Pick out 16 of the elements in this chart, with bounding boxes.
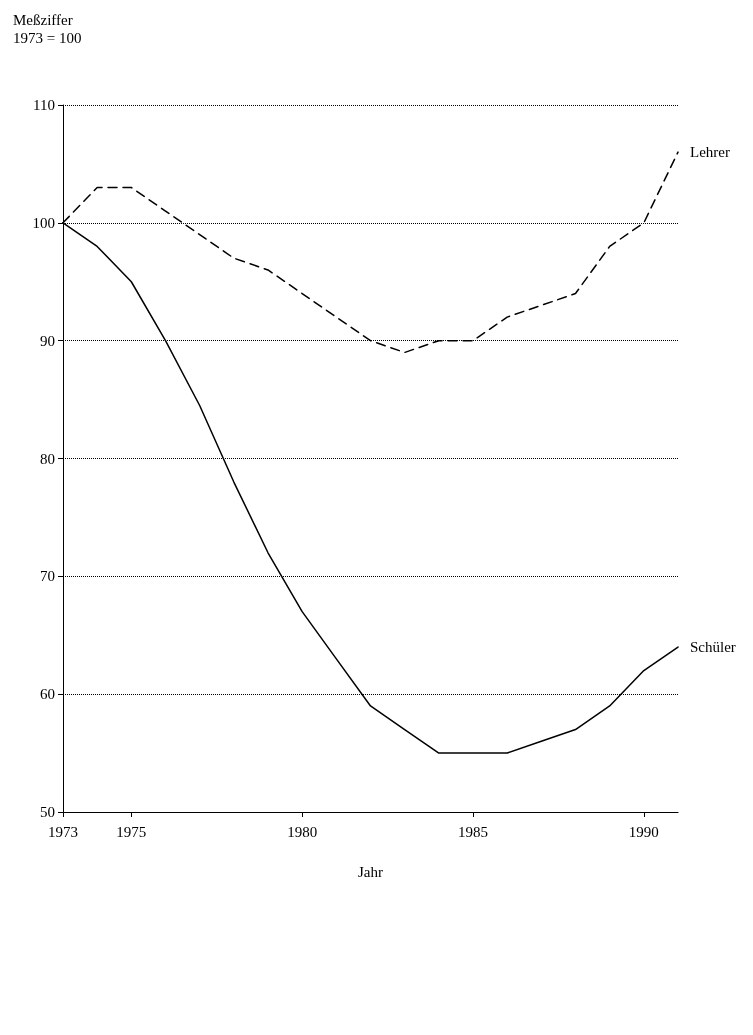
y-axis-title: Meßziffer 1973 = 100 [13, 12, 82, 46]
y-tick-label: 110 [33, 97, 55, 113]
y-tick-label: 90 [40, 332, 55, 349]
x-tick-label: 1985 [458, 823, 488, 840]
y-tick-label: 80 [40, 450, 55, 467]
x-tick-label: 1975 [116, 823, 147, 840]
series-label: Schüler [690, 639, 736, 656]
y-tick-label: 60 [40, 686, 55, 703]
y-tick-label: 50 [40, 804, 55, 820]
x-axis-title: Jahr [358, 863, 383, 880]
x-tick-label: 1980 [287, 823, 318, 840]
x-tick-label: 1990 [628, 823, 659, 840]
y-tick-label: 100 [32, 214, 55, 231]
series-label: Lehrer [690, 144, 730, 161]
x-tick-label: 1973 [48, 823, 78, 840]
y-tick-label: 70 [40, 568, 55, 585]
